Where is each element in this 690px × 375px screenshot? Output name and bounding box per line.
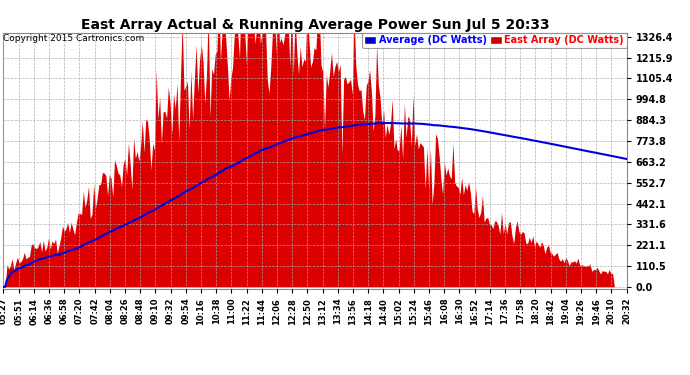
Text: Copyright 2015 Cartronics.com: Copyright 2015 Cartronics.com xyxy=(3,34,145,43)
Title: East Array Actual & Running Average Power Sun Jul 5 20:33: East Array Actual & Running Average Powe… xyxy=(81,18,549,32)
Legend: Average (DC Watts), East Array (DC Watts): Average (DC Watts), East Array (DC Watts… xyxy=(362,33,627,48)
